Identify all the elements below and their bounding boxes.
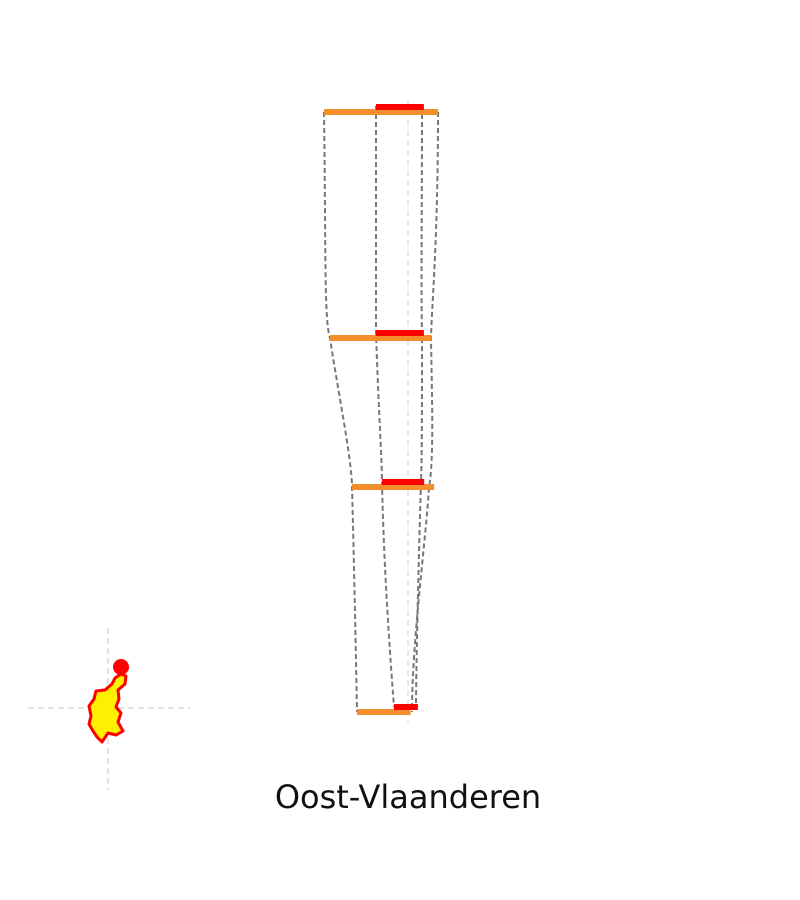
region-map-highlight [113,659,129,675]
level-3-part-bar [382,479,425,485]
region-map-shape [87,672,128,744]
part-outline-right [415,105,424,708]
level-3-total-bar [352,484,435,490]
level-bars [324,104,438,715]
total-outline-left [323,111,358,713]
level-1-total-bar [324,109,438,115]
part-outline-left [375,106,395,708]
total-outline-right [411,111,439,713]
profile-outlines [323,100,439,722]
level-2-total-bar [330,335,432,341]
level-4-total-bar [357,709,411,715]
region-title: Oost-Vlaanderen [275,778,541,816]
level-1-part-bar [376,104,424,110]
region-locator-map [28,628,190,790]
level-4-part-bar [394,704,418,710]
level-2-part-bar [376,330,424,336]
